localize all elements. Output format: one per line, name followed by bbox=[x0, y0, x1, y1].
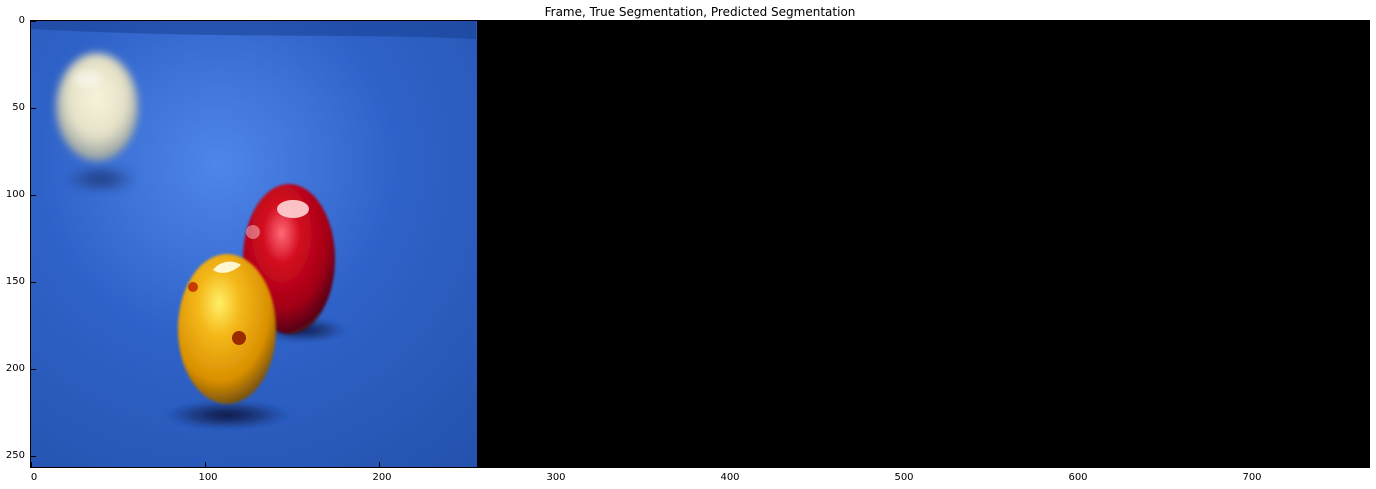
x-tick-label: 400 bbox=[720, 472, 740, 483]
yellow-ball-shadow bbox=[164, 400, 290, 430]
y-tick-label: 0 bbox=[18, 15, 25, 26]
y-tick-label: 250 bbox=[5, 450, 25, 461]
true-segmentation-panel bbox=[477, 21, 923, 467]
y-tick-mark bbox=[31, 456, 36, 457]
billiard-frame-image bbox=[31, 21, 477, 467]
white-ball bbox=[56, 53, 138, 161]
yellow-ball-side-mark bbox=[188, 282, 198, 292]
x-tick-mark bbox=[31, 462, 32, 467]
x-tick-label: 600 bbox=[1068, 472, 1088, 483]
image-axes bbox=[31, 21, 1369, 467]
y-tick-label: 50 bbox=[12, 102, 25, 113]
y-tick-mark bbox=[31, 108, 36, 109]
x-tick-label: 500 bbox=[894, 472, 914, 483]
x-tick-label: 700 bbox=[1242, 472, 1262, 483]
red-ball-highlight bbox=[277, 200, 309, 218]
x-tick-mark bbox=[553, 462, 554, 467]
x-tick-mark bbox=[379, 462, 380, 467]
y-tick-mark bbox=[31, 21, 36, 22]
y-tick-mark bbox=[31, 369, 36, 370]
figure-title: Frame, True Segmentation, Predicted Segm… bbox=[544, 5, 856, 19]
white-ball-shadow bbox=[63, 164, 139, 194]
x-tick-mark bbox=[1249, 462, 1250, 467]
y-tick-mark bbox=[31, 282, 36, 283]
y-tick-label: 150 bbox=[5, 276, 25, 287]
yellow-ball-number-dot bbox=[232, 331, 246, 345]
frame-image-panel bbox=[31, 21, 477, 467]
x-tick-mark bbox=[727, 462, 728, 467]
table-top-edge bbox=[31, 21, 476, 39]
y-tick-mark bbox=[31, 195, 36, 196]
predicted-segmentation-panel bbox=[923, 21, 1369, 467]
yellow-ball bbox=[178, 254, 276, 404]
x-tick-label: 200 bbox=[372, 472, 392, 483]
white-ball-highlight bbox=[73, 71, 101, 87]
y-tick-label: 100 bbox=[5, 189, 25, 200]
red-ball-side-reflection bbox=[246, 225, 260, 239]
x-tick-mark bbox=[1075, 462, 1076, 467]
yellow-ball-highlight bbox=[213, 261, 241, 273]
x-tick-label: 0 bbox=[30, 472, 38, 483]
x-tick-label: 300 bbox=[546, 472, 566, 483]
x-tick-label: 100 bbox=[198, 472, 218, 483]
y-tick-label: 200 bbox=[5, 363, 25, 374]
x-tick-mark bbox=[205, 462, 206, 467]
x-tick-mark bbox=[901, 462, 902, 467]
